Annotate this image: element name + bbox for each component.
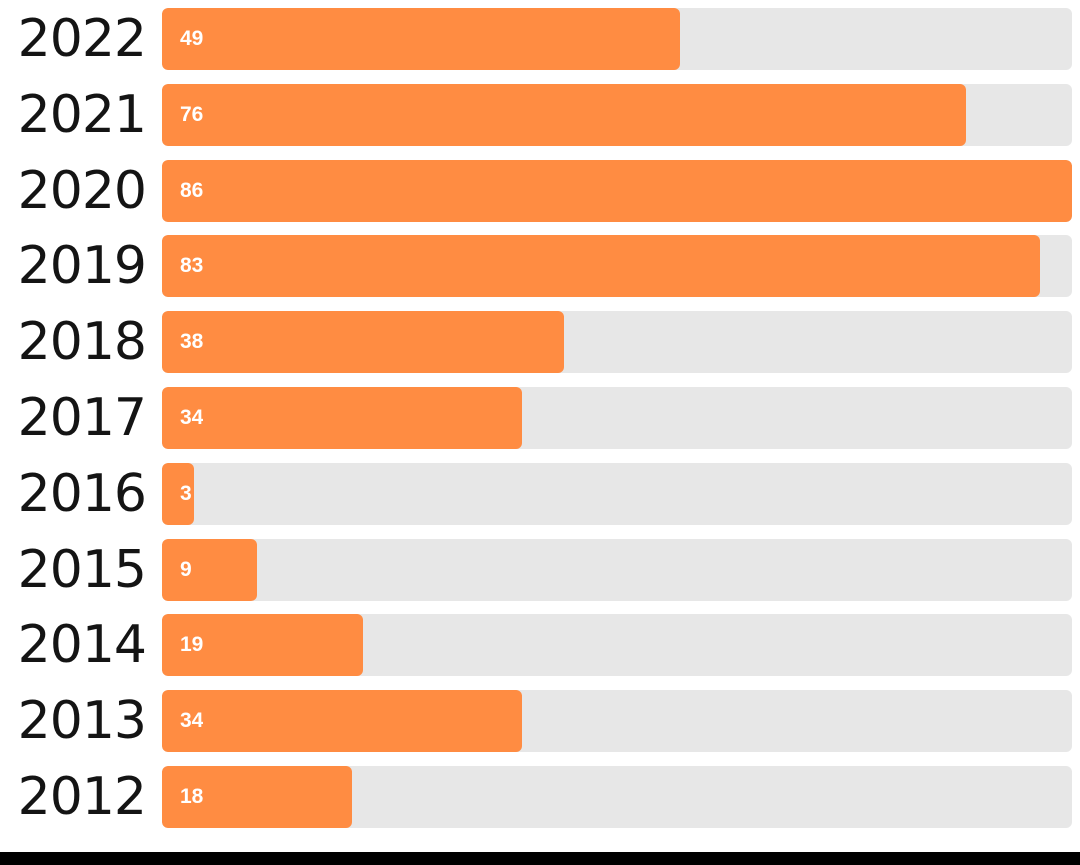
bar-track	[162, 311, 1072, 374]
bar-row-2017: 2017 34	[0, 387, 1080, 449]
bar-row-2022: 2022 49	[0, 8, 1080, 70]
bar	[162, 766, 353, 828]
bar-track	[162, 766, 1072, 828]
bar-row-2014: 2014 19	[0, 614, 1080, 677]
category-label: 2014	[17, 615, 147, 676]
bar-value-label: 34	[180, 406, 204, 429]
bar	[162, 538, 258, 601]
bar-value-label: 86	[180, 178, 204, 202]
bar-track	[162, 614, 1072, 677]
category-label: 2013	[17, 691, 147, 752]
category-label: 2012	[17, 767, 147, 827]
bottom-black-band	[0, 852, 1080, 865]
bar-track	[162, 8, 1072, 70]
bar-track	[162, 387, 1072, 449]
category-label: 2019	[17, 236, 147, 297]
bar-track	[162, 538, 1072, 601]
bar-row-2018: 2018 38	[0, 311, 1080, 374]
category-label: 2015	[17, 539, 147, 600]
bar-value-label: 3	[180, 481, 192, 505]
bar	[162, 614, 364, 677]
bar-value-label: 18	[180, 785, 204, 808]
bar	[162, 387, 522, 449]
category-label: 2022	[17, 9, 147, 69]
bar-row-2012: 2012 18	[0, 766, 1080, 828]
bar	[162, 311, 565, 374]
bar	[162, 690, 522, 753]
category-label: 2021	[17, 84, 147, 145]
bar-track	[162, 462, 1072, 525]
bar-value-label: 9	[180, 557, 192, 581]
bar-value-label: 76	[180, 102, 204, 126]
bar-value-label: 19	[180, 633, 204, 657]
bar-row-2019: 2019 83	[0, 235, 1080, 298]
bar-row-2020: 2020 86	[0, 159, 1080, 222]
bar-value-label: 34	[180, 709, 204, 733]
bar-track	[162, 159, 1072, 222]
category-label: 2016	[17, 463, 147, 524]
bar-track	[162, 690, 1072, 753]
category-label: 2017	[17, 388, 147, 448]
bar	[162, 235, 1041, 298]
bar-value-label: 83	[180, 254, 204, 278]
bar	[162, 462, 194, 525]
bar-row-2021: 2021 76	[0, 83, 1080, 146]
bar-track	[162, 235, 1072, 298]
bar-row-2016: 2016 3	[0, 462, 1080, 525]
bar	[162, 159, 1072, 222]
bar	[162, 83, 967, 146]
category-label: 2018	[17, 312, 147, 373]
bar-value-label: 38	[180, 330, 204, 354]
bar-row-2013: 2013 34	[0, 690, 1080, 753]
bar-track	[162, 83, 1072, 146]
category-label: 2020	[17, 160, 147, 221]
bar	[162, 8, 681, 70]
bar-value-label: 49	[180, 27, 204, 50]
bar-row-2015: 2015 9	[0, 538, 1080, 601]
